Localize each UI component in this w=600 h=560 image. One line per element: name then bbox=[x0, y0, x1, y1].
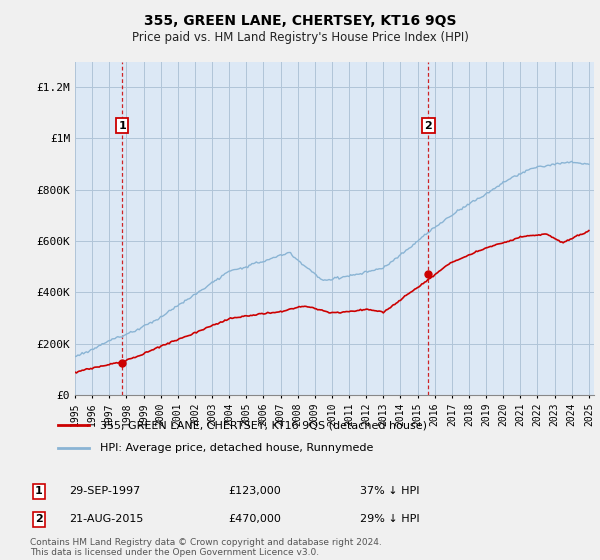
Text: 2: 2 bbox=[424, 120, 432, 130]
Text: Contains HM Land Registry data © Crown copyright and database right 2024.
This d: Contains HM Land Registry data © Crown c… bbox=[30, 538, 382, 557]
Text: 29% ↓ HPI: 29% ↓ HPI bbox=[360, 514, 419, 524]
Text: Price paid vs. HM Land Registry's House Price Index (HPI): Price paid vs. HM Land Registry's House … bbox=[131, 31, 469, 44]
Text: 1: 1 bbox=[118, 120, 126, 130]
Text: 1: 1 bbox=[35, 486, 43, 496]
Text: 355, GREEN LANE, CHERTSEY, KT16 9QS: 355, GREEN LANE, CHERTSEY, KT16 9QS bbox=[144, 14, 456, 28]
Text: 2: 2 bbox=[35, 514, 43, 524]
Text: 355, GREEN LANE, CHERTSEY, KT16 9QS (detached house): 355, GREEN LANE, CHERTSEY, KT16 9QS (det… bbox=[100, 420, 427, 430]
Text: 37% ↓ HPI: 37% ↓ HPI bbox=[360, 486, 419, 496]
Text: 21-AUG-2015: 21-AUG-2015 bbox=[69, 514, 143, 524]
Text: £123,000: £123,000 bbox=[228, 486, 281, 496]
Text: £470,000: £470,000 bbox=[228, 514, 281, 524]
Text: 29-SEP-1997: 29-SEP-1997 bbox=[69, 486, 140, 496]
Text: HPI: Average price, detached house, Runnymede: HPI: Average price, detached house, Runn… bbox=[100, 444, 373, 454]
